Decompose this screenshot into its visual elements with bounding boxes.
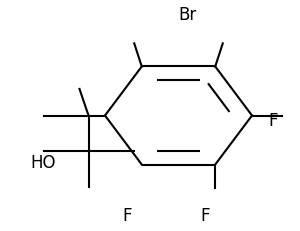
Text: F: F: [268, 112, 278, 130]
Text: HO: HO: [31, 154, 56, 172]
Text: F: F: [201, 207, 210, 225]
Text: Br: Br: [178, 6, 196, 24]
Text: F: F: [123, 207, 132, 225]
